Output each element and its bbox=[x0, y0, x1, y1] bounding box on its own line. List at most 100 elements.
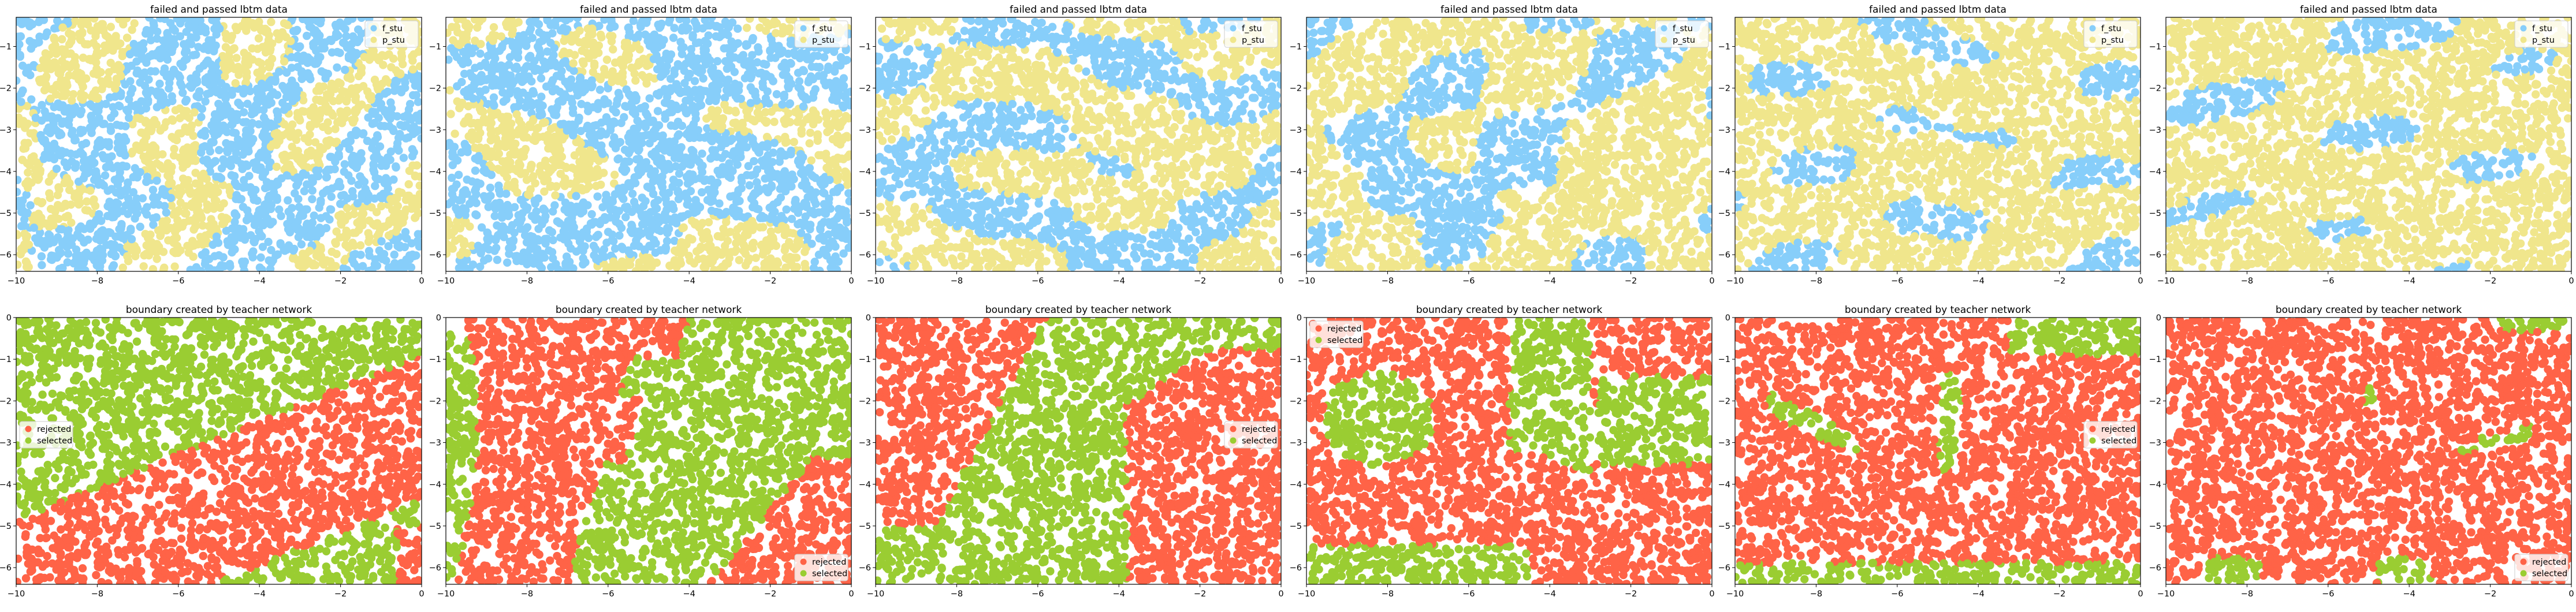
point-f_stu bbox=[334, 152, 343, 161]
point-f_stu bbox=[150, 200, 158, 209]
point-f_stu bbox=[84, 235, 92, 244]
point-p_stu bbox=[47, 171, 56, 180]
point-p_stu bbox=[311, 115, 319, 124]
point-f_stu bbox=[293, 173, 302, 182]
point-p_stu bbox=[105, 68, 113, 77]
point-f_stu bbox=[107, 242, 117, 251]
point-p_stu bbox=[713, 232, 723, 241]
point-f_stu bbox=[314, 53, 322, 62]
scatter-points bbox=[446, 17, 851, 271]
point-p_stu bbox=[144, 234, 152, 242]
point-f_stu bbox=[353, 199, 362, 208]
point-p_stu bbox=[76, 36, 85, 44]
point-f_stu bbox=[262, 131, 270, 140]
point-p_stu bbox=[189, 142, 198, 151]
point-f_stu bbox=[457, 148, 466, 157]
point-p_stu bbox=[407, 204, 416, 213]
point-p_stu bbox=[87, 26, 95, 35]
point-f_stu bbox=[407, 239, 416, 248]
point-p_stu bbox=[415, 181, 422, 190]
point-f_stu bbox=[595, 254, 604, 263]
point-f_stu bbox=[753, 58, 762, 67]
point-p_stu bbox=[294, 129, 303, 137]
point-f_stu bbox=[282, 92, 291, 102]
point-f_stu bbox=[794, 220, 802, 229]
point-f_stu bbox=[561, 198, 570, 207]
point-f_stu bbox=[516, 218, 524, 227]
point-p_stu bbox=[266, 142, 276, 151]
point-f_stu bbox=[844, 189, 851, 197]
point-f_stu bbox=[660, 85, 669, 94]
point-p_stu bbox=[307, 146, 315, 155]
x-tick-label: 0 bbox=[419, 277, 424, 286]
point-f_stu bbox=[206, 147, 214, 156]
point-f_stu bbox=[608, 196, 617, 204]
point-p_stu bbox=[311, 138, 320, 147]
point-f_stu bbox=[416, 109, 422, 118]
point-f_stu bbox=[747, 171, 756, 180]
point-p_stu bbox=[306, 106, 315, 115]
point-f_stu bbox=[831, 252, 840, 261]
point-f_stu bbox=[167, 47, 176, 57]
point-f_stu bbox=[675, 86, 684, 95]
point-f_stu bbox=[743, 57, 753, 66]
point-f_stu bbox=[805, 55, 814, 64]
point-p_stu bbox=[136, 141, 145, 151]
point-f_stu bbox=[368, 144, 377, 152]
y-tick-label: −1 bbox=[0, 42, 12, 51]
point-f_stu bbox=[706, 93, 715, 102]
point-p_stu bbox=[61, 213, 70, 222]
point-p_stu bbox=[170, 262, 179, 271]
point-f_stu bbox=[673, 186, 683, 195]
point-f_stu bbox=[598, 203, 607, 212]
point-f_stu bbox=[497, 61, 505, 70]
point-f_stu bbox=[463, 255, 471, 264]
point-f_stu bbox=[49, 117, 58, 126]
point-p_stu bbox=[183, 127, 192, 136]
point-f_stu bbox=[137, 54, 146, 63]
point-f_stu bbox=[682, 87, 691, 96]
point-f_stu bbox=[315, 31, 324, 40]
point-p_stu bbox=[544, 144, 553, 153]
point-p_stu bbox=[392, 227, 400, 236]
point-p_stu bbox=[198, 221, 207, 230]
point-p_stu bbox=[78, 28, 87, 36]
point-f_stu bbox=[232, 148, 240, 158]
point-f_stu bbox=[493, 255, 502, 264]
point-p_stu bbox=[210, 189, 219, 199]
point-p_stu bbox=[267, 17, 276, 27]
point-p_stu bbox=[287, 129, 296, 137]
point-p_stu bbox=[191, 179, 200, 188]
point-f_stu bbox=[296, 42, 304, 51]
point-f_stu bbox=[657, 181, 667, 190]
point-p_stu bbox=[300, 155, 308, 164]
point-f_stu bbox=[446, 55, 453, 64]
point-f_stu bbox=[634, 30, 643, 39]
point-p_stu bbox=[738, 120, 747, 129]
point-f_stu bbox=[58, 241, 68, 249]
point-f_stu bbox=[688, 31, 697, 40]
point-f_stu bbox=[576, 208, 585, 217]
point-f_stu bbox=[732, 197, 741, 206]
point-p_stu bbox=[459, 240, 468, 249]
point-f_stu bbox=[228, 86, 237, 95]
point-f_stu bbox=[390, 250, 399, 259]
point-f_stu bbox=[548, 61, 556, 69]
point-p_stu bbox=[84, 17, 93, 23]
point-f_stu bbox=[76, 148, 85, 156]
point-p_stu bbox=[357, 64, 366, 72]
point-f_stu bbox=[780, 167, 789, 176]
point-f_stu bbox=[656, 72, 665, 81]
point-p_stu bbox=[493, 126, 502, 136]
point-p_stu bbox=[191, 217, 200, 226]
point-f_stu bbox=[325, 215, 334, 224]
point-f_stu bbox=[393, 112, 401, 121]
point-p_stu bbox=[36, 166, 44, 175]
point-p_stu bbox=[93, 70, 102, 79]
point-f_stu bbox=[675, 169, 684, 178]
point-p_stu bbox=[222, 34, 231, 43]
point-f_stu bbox=[560, 221, 569, 230]
point-f_stu bbox=[543, 17, 552, 25]
point-f_stu bbox=[17, 20, 26, 28]
point-f_stu bbox=[410, 148, 418, 156]
